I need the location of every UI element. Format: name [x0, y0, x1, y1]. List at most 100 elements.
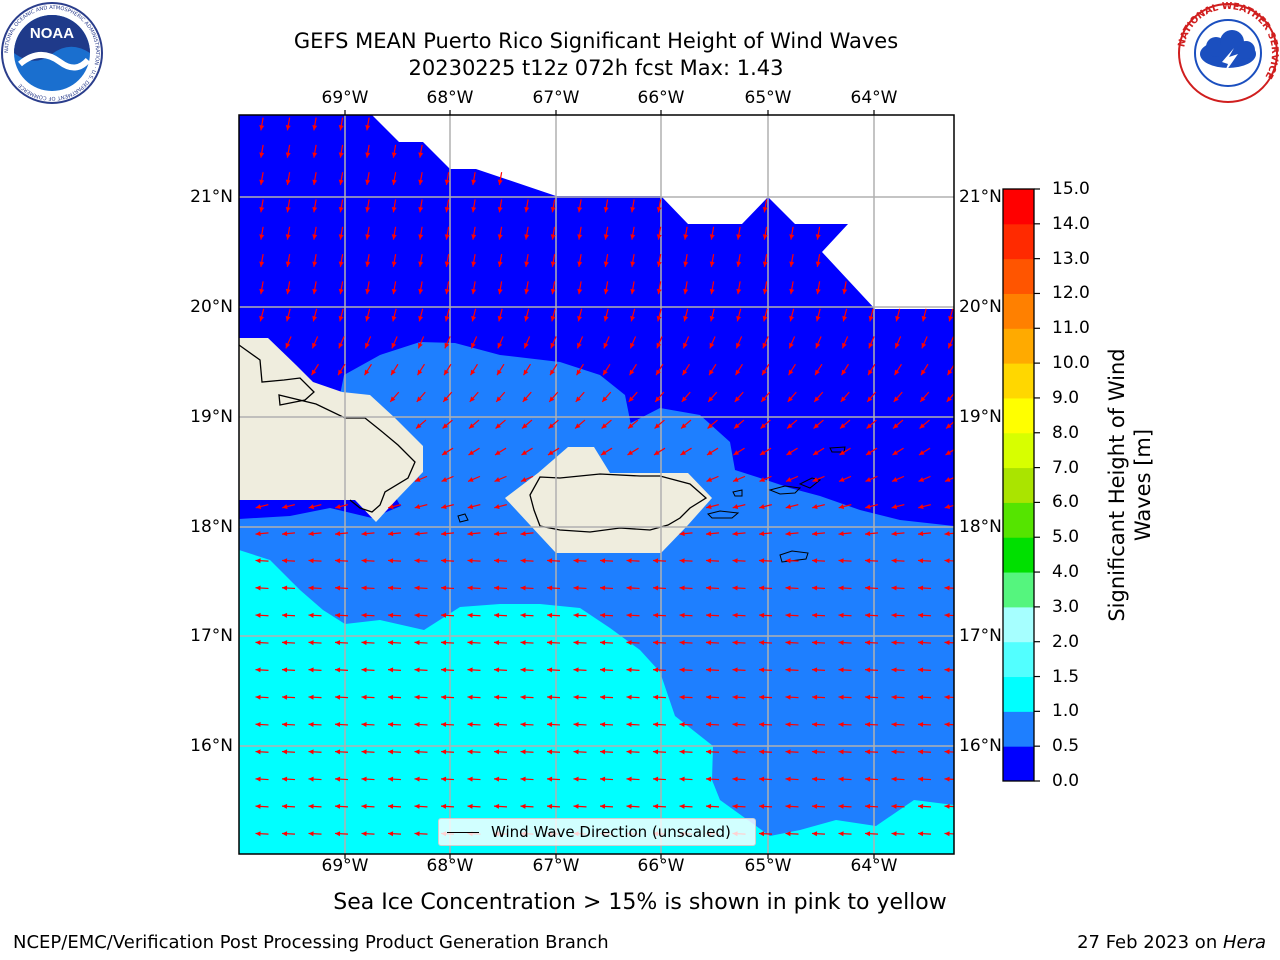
- wind-wave-arrowhead: [470, 369, 476, 376]
- wind-wave-arrowhead: [603, 315, 609, 322]
- wind-wave-arrowhead: [335, 831, 341, 837]
- wind-wave-arrowhead: [626, 749, 632, 755]
- wind-wave-arrowhead: [815, 288, 821, 295]
- wind-wave-arrowhead: [494, 585, 500, 591]
- wind-wave-arrowhead: [895, 315, 901, 322]
- wind-wave-arrowhead: [706, 640, 712, 646]
- wind-wave-arrowhead: [364, 369, 370, 376]
- wind-wave-arrowhead: [812, 667, 818, 673]
- wind-wave-arrowhead: [759, 722, 765, 728]
- wind-wave-arrowhead: [602, 396, 608, 402]
- wind-wave-arrowhead: [706, 504, 712, 509]
- wind-wave-arrowhead: [653, 558, 659, 564]
- wind-wave-arrowhead: [630, 206, 636, 213]
- wind-wave-arrowhead: [335, 585, 341, 591]
- wind-wave-arrowhead: [626, 694, 632, 700]
- wind-wave-arrowhead: [467, 640, 473, 646]
- wind-wave-arrowhead: [865, 776, 871, 782]
- wind-wave-arrowhead: [414, 694, 420, 700]
- colorbar-bin: [1003, 397, 1034, 434]
- wind-wave-arrowhead: [282, 722, 288, 728]
- wind-wave-arrowhead: [759, 640, 765, 646]
- lat-tick-left: 21°N: [190, 187, 233, 207]
- wind-wave-arrowhead: [812, 722, 818, 728]
- wind-wave-arrowhead: [255, 803, 261, 809]
- lat-tick-left: 17°N: [190, 626, 233, 646]
- wind-wave-arrowhead: [547, 722, 553, 728]
- wind-wave-arrowhead: [865, 531, 871, 537]
- wind-wave-arrowhead: [603, 206, 609, 213]
- wind-wave-arrowhead: [653, 640, 659, 646]
- wind-wave-arrowhead: [255, 531, 261, 537]
- wind-wave-arrowhead: [865, 640, 871, 646]
- wind-wave-arrowhead: [308, 694, 314, 700]
- wind-wave-arrowhead: [653, 694, 659, 700]
- colorbar-tick-label: 5.0: [1052, 527, 1080, 548]
- land-hispaniola: [239, 338, 423, 522]
- wind-wave-arrowhead: [918, 831, 924, 837]
- wind-wave-arrowhead: [788, 369, 794, 376]
- colorbar-bin: [1003, 432, 1034, 469]
- wind-wave-arrowhead: [706, 667, 712, 673]
- wind-wave-arrowhead: [838, 531, 844, 537]
- wind-wave-arrowhead: [630, 234, 636, 240]
- wind-wave-arrowhead: [868, 342, 874, 349]
- wind-wave-arrowhead: [944, 667, 950, 673]
- colorbar-bin: [1003, 328, 1034, 364]
- wind-wave-arrowhead: [683, 234, 689, 240]
- wind-wave-arrowhead: [414, 531, 420, 537]
- wind-wave-arrowhead: [918, 722, 924, 728]
- wind-wave-arrowhead: [656, 288, 662, 295]
- wind-wave-arrowhead: [785, 694, 791, 700]
- wind-wave-arrowhead: [524, 288, 530, 295]
- wind-wave-arrowhead: [255, 749, 261, 755]
- wind-wave-arrowhead: [311, 369, 317, 376]
- wind-wave-arrowhead: [838, 776, 844, 782]
- wind-wave-arrowhead: [573, 776, 579, 782]
- wind-wave-arrowhead: [944, 722, 950, 728]
- wind-wave-arrowhead: [390, 396, 396, 402]
- wind-wave-arrowhead: [838, 585, 844, 591]
- wind-wave-arrowhead: [520, 776, 526, 782]
- wind-wave-arrowhead: [388, 585, 394, 591]
- wind-wave-arrowhead: [308, 776, 314, 782]
- wind-wave-arrowhead: [255, 612, 261, 618]
- colorbar-tick-label: 0.0: [1052, 771, 1080, 791]
- wind-wave-arrowhead: [759, 477, 766, 482]
- wind-wave-arrowhead: [497, 206, 503, 213]
- wind-wave-arrowhead: [761, 396, 767, 402]
- wind-wave-arrowhead: [255, 640, 261, 646]
- colorbar-bin: [1003, 258, 1034, 294]
- wind-wave-arrowhead: [467, 585, 473, 591]
- wind-wave-arrowhead: [918, 667, 924, 673]
- wind-wave-arrowhead: [255, 558, 261, 564]
- wind-wave-arrowhead: [762, 288, 768, 295]
- wind-wave-arrowhead: [815, 342, 821, 349]
- wind-wave-arrowhead: [335, 722, 341, 728]
- wind-wave-arrowhead: [653, 612, 659, 618]
- wind-wave-arrowhead: [361, 776, 367, 782]
- wind-wave-arrowhead: [285, 315, 291, 322]
- wind-wave-arrowhead: [338, 125, 344, 131]
- wind-wave-arrowhead: [282, 776, 288, 782]
- wind-wave-arrowhead: [918, 558, 924, 564]
- wind-wave-arrowhead: [709, 261, 715, 267]
- wind-wave-arrowhead: [573, 722, 579, 728]
- wind-wave-arrowhead: [497, 315, 503, 322]
- wind-wave-arrowhead: [891, 640, 897, 646]
- wind-wave-arrowhead: [414, 803, 420, 809]
- lon-tick-top: 67°W: [532, 88, 580, 108]
- wind-wave-arrowhead: [520, 694, 526, 700]
- wind-wave-arrowhead: [550, 234, 556, 240]
- wind-wave-arrowhead: [388, 640, 394, 646]
- wind-wave-arrowhead: [762, 369, 767, 376]
- colorbar-bin: [1003, 502, 1034, 538]
- colorbar-bin: [1003, 746, 1034, 782]
- wind-wave-arrowhead: [785, 531, 791, 537]
- map-title: GEFS MEAN Puerto Rico Significant Height…: [293, 29, 899, 53]
- wind-wave-arrowhead: [706, 749, 712, 755]
- wind-wave-arrowhead: [282, 585, 288, 591]
- wind-wave-arrowhead: [577, 288, 583, 295]
- wind-wave-arrowhead: [467, 531, 473, 537]
- wind-wave-arrowhead: [600, 694, 606, 700]
